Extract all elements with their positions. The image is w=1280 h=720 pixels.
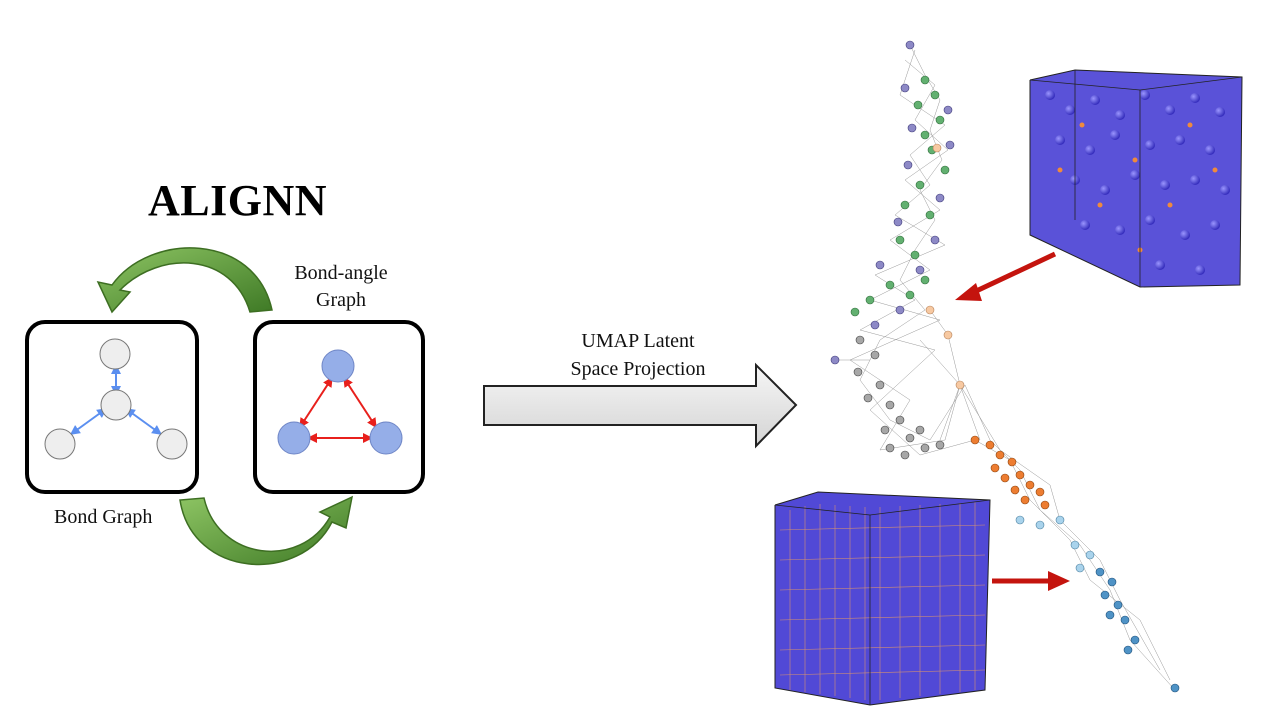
umap-cluster-purple	[830, 40, 955, 365]
crystal-cube-grid	[779, 502, 986, 700]
angle-node-top	[321, 349, 355, 383]
umap-projection-label: UMAP Latent Space Projection	[548, 327, 728, 383]
bond-graph-label: Bond Graph	[54, 506, 153, 528]
pointer-arrow-top	[955, 251, 1057, 301]
umap-network	[830, 40, 1180, 693]
umap-label-line-1: UMAP Latent	[581, 330, 695, 352]
umap-cluster-green	[850, 75, 950, 317]
umap-cluster-light-blue	[1015, 515, 1095, 573]
top-cycle-arrow	[96, 247, 273, 314]
crystalline-structure-cube	[774, 491, 991, 706]
umap-cluster-gray	[853, 335, 945, 460]
amorphous-cube-orange-atoms	[1057, 122, 1218, 253]
angle-graph-nodes	[277, 349, 403, 455]
bottom-cycle-arrow	[179, 495, 354, 566]
bond-node-left	[44, 428, 76, 460]
angle-graph-edges	[299, 376, 377, 443]
bond-graph-box	[25, 320, 199, 494]
umap-cluster-peach	[925, 143, 965, 390]
amorphous-cube-atoms	[1045, 90, 1230, 275]
pointer-arrow-bottom	[992, 571, 1070, 591]
amorphous-structure-cube	[1029, 69, 1243, 288]
umap-cluster-blue	[1095, 567, 1180, 693]
bond-angle-graph-label: Bond-angle Graph	[276, 260, 406, 314]
bond-node-center	[100, 389, 132, 421]
diagram-title: ALIGNN	[148, 176, 328, 225]
angle-node-right	[369, 421, 403, 455]
angle-node-left	[277, 421, 311, 455]
umap-edges	[835, 44, 1176, 691]
umap-cluster-orange	[970, 435, 1050, 510]
bond-node-top	[99, 338, 131, 370]
bond-angle-label-line-2: Graph	[316, 289, 366, 311]
bond-node-right	[156, 428, 188, 460]
bond-graph-nodes	[44, 338, 188, 460]
umap-label-line-2: Space Projection	[570, 358, 706, 380]
projection-arrow	[483, 362, 798, 449]
bond-angle-graph-box	[253, 320, 425, 494]
bond-angle-label-line-1: Bond-angle	[294, 262, 388, 284]
bond-graph-edges	[69, 364, 163, 435]
